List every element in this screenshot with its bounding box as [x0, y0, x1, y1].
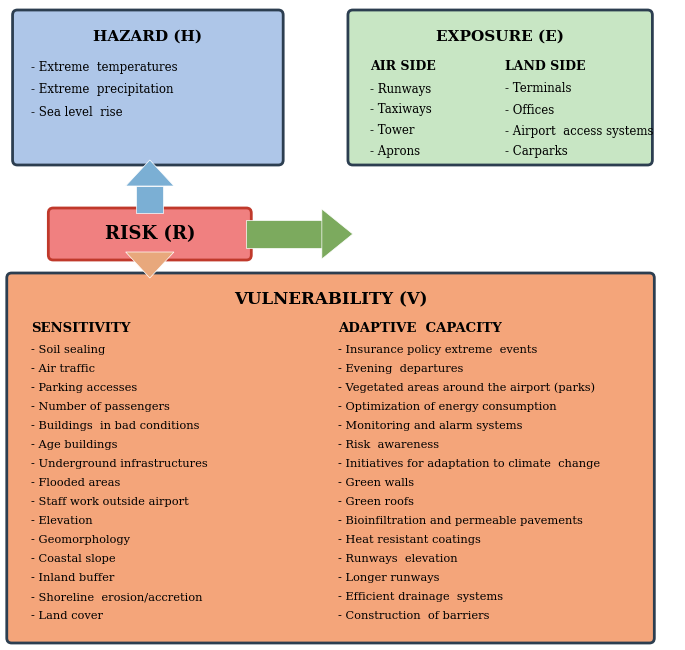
Text: - Elevation: - Elevation	[31, 516, 92, 526]
Polygon shape	[136, 252, 163, 255]
Text: - Buildings  in bad conditions: - Buildings in bad conditions	[31, 421, 199, 431]
Text: - Risk  awareness: - Risk awareness	[338, 440, 439, 450]
Text: - Airport  access systems: - Airport access systems	[506, 125, 654, 138]
FancyBboxPatch shape	[348, 10, 652, 165]
FancyBboxPatch shape	[7, 273, 654, 643]
Text: - Staff work outside airport: - Staff work outside airport	[31, 497, 188, 507]
Text: - Soil sealing: - Soil sealing	[31, 345, 105, 355]
Text: - Carparks: - Carparks	[506, 146, 569, 159]
Text: - Coastal slope: - Coastal slope	[31, 554, 116, 564]
Text: - Optimization of energy consumption: - Optimization of energy consumption	[338, 402, 557, 412]
Text: - Green walls: - Green walls	[338, 478, 414, 488]
Text: EXPOSURE (E): EXPOSURE (E)	[436, 30, 564, 44]
FancyBboxPatch shape	[49, 208, 251, 260]
Text: - Monitoring and alarm systems: - Monitoring and alarm systems	[338, 421, 523, 431]
Text: - Evening  departures: - Evening departures	[338, 364, 464, 374]
FancyBboxPatch shape	[12, 10, 283, 165]
Text: - Geomorphology: - Geomorphology	[31, 535, 130, 545]
Text: - Underground infrastructures: - Underground infrastructures	[31, 459, 208, 469]
Text: HAZARD (H): HAZARD (H)	[93, 30, 203, 44]
Text: - Longer runways: - Longer runways	[338, 573, 440, 583]
Polygon shape	[125, 160, 174, 186]
Text: - Land cover: - Land cover	[31, 611, 103, 621]
Text: - Insurance policy extreme  events: - Insurance policy extreme events	[338, 345, 538, 355]
Text: SENSITIVITY: SENSITIVITY	[31, 322, 130, 335]
Text: - Vegetated areas around the airport (parks): - Vegetated areas around the airport (pa…	[338, 383, 595, 393]
Text: - Age buildings: - Age buildings	[31, 440, 117, 450]
Text: - Number of passengers: - Number of passengers	[31, 402, 170, 412]
Text: - Shoreline  erosion/accretion: - Shoreline erosion/accretion	[31, 592, 203, 602]
Polygon shape	[247, 220, 322, 248]
Text: - Terminals: - Terminals	[506, 83, 572, 96]
Text: - Inland buffer: - Inland buffer	[31, 573, 114, 583]
Text: - Runways: - Runways	[370, 83, 432, 96]
Text: - Efficient drainage  systems: - Efficient drainage systems	[338, 592, 503, 602]
Text: - Air traffic: - Air traffic	[31, 364, 95, 374]
Text: - Aprons: - Aprons	[370, 146, 421, 159]
Text: - Offices: - Offices	[506, 103, 555, 116]
Text: - Extreme  precipitation: - Extreme precipitation	[31, 83, 173, 96]
Text: VULNERABILITY (V): VULNERABILITY (V)	[234, 291, 427, 309]
Polygon shape	[125, 252, 174, 278]
Text: - Construction  of barriers: - Construction of barriers	[338, 611, 490, 621]
Text: - Sea level  rise: - Sea level rise	[31, 107, 123, 120]
Text: - Extreme  temperatures: - Extreme temperatures	[31, 60, 177, 73]
Polygon shape	[136, 186, 163, 213]
Text: AIR SIDE: AIR SIDE	[370, 60, 436, 73]
Text: - Tower: - Tower	[370, 125, 414, 138]
Text: - Heat resistant coatings: - Heat resistant coatings	[338, 535, 481, 545]
Text: - Parking accesses: - Parking accesses	[31, 383, 137, 393]
Text: LAND SIDE: LAND SIDE	[506, 60, 586, 73]
Text: - Bioinfiltration and permeable pavements: - Bioinfiltration and permeable pavement…	[338, 516, 583, 526]
Text: - Runways  elevation: - Runways elevation	[338, 554, 458, 564]
Text: - Initiatives for adaptation to climate  change: - Initiatives for adaptation to climate …	[338, 459, 600, 469]
Text: - Taxiways: - Taxiways	[370, 103, 432, 116]
Text: ADAPTIVE  CAPACITY: ADAPTIVE CAPACITY	[338, 322, 502, 335]
Text: - Green roofs: - Green roofs	[338, 497, 414, 507]
Text: - Flooded areas: - Flooded areas	[31, 478, 121, 488]
Polygon shape	[322, 209, 353, 259]
Text: RISK (R): RISK (R)	[105, 225, 195, 243]
